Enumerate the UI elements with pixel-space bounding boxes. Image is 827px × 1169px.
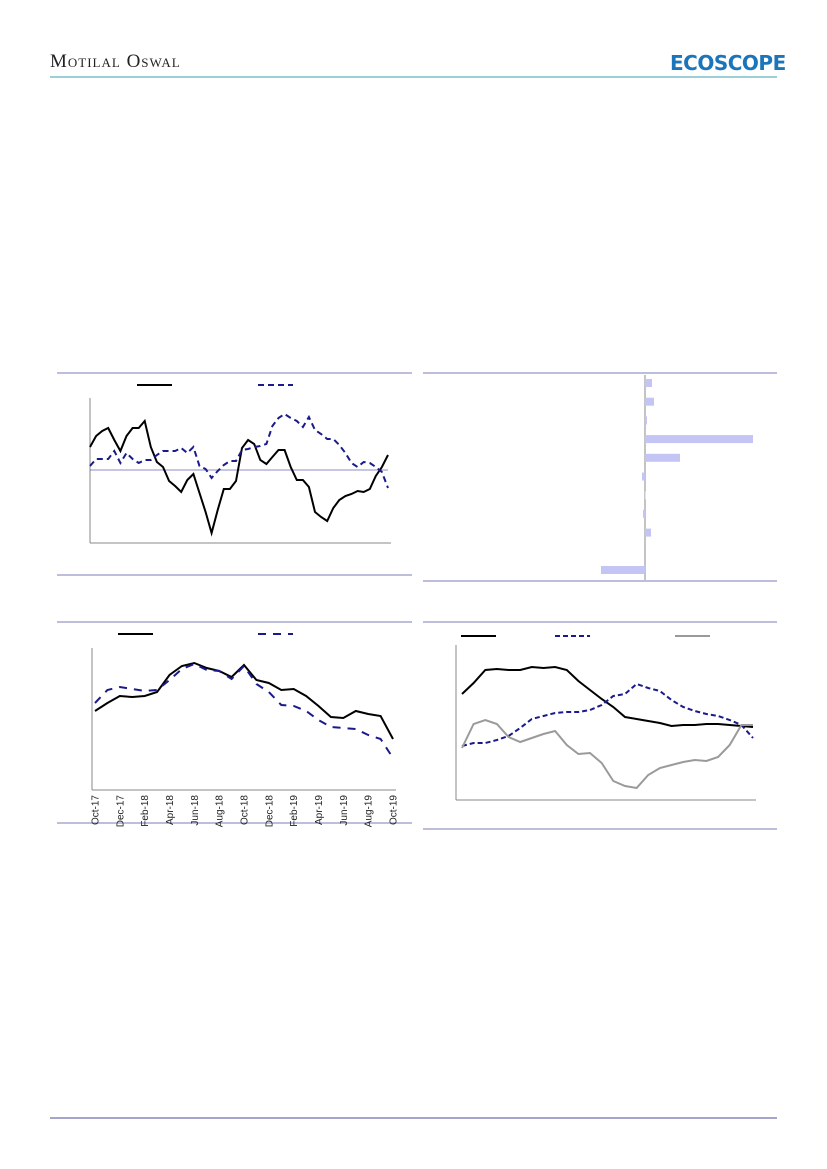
- x-tick-label: Oct-17: [91, 795, 102, 825]
- x-tick-label: Feb-19: [289, 795, 300, 827]
- series-line: [94, 662, 394, 759]
- x-tick-label: Aug-19: [364, 795, 375, 828]
- x-tick-label: Apr-19: [314, 795, 325, 825]
- series-line: [461, 718, 753, 790]
- series-line: [461, 665, 754, 728]
- bar: [642, 472, 645, 481]
- bar: [645, 528, 651, 537]
- series-line: [89, 418, 389, 537]
- x-tick-label: Feb-18: [140, 795, 151, 827]
- x-tick-label: Dec-18: [264, 795, 275, 828]
- x-tick-label: Jun-19: [339, 795, 350, 826]
- series-line: [94, 661, 394, 740]
- x-tick-label: Oct-19: [389, 795, 400, 825]
- series-line: [461, 682, 754, 747]
- x-tick-label: Dec-17: [115, 795, 126, 828]
- bar: [645, 491, 646, 500]
- x-tick-label: Apr-18: [165, 795, 176, 825]
- x-tick-label: Aug-18: [215, 795, 226, 828]
- bar: [645, 416, 647, 425]
- bar: [645, 453, 680, 462]
- x-tick-label: Oct-18: [240, 795, 251, 825]
- series-line: [89, 412, 389, 489]
- bar: [645, 379, 652, 387]
- brand: Motilal Oswal: [50, 51, 181, 72]
- bar: [645, 435, 753, 444]
- logo: ECOSCOPE: [670, 51, 786, 75]
- bar: [643, 509, 645, 518]
- bar: [601, 566, 645, 574]
- bar: [645, 397, 654, 406]
- x-tick-label: Jun-18: [190, 795, 201, 826]
